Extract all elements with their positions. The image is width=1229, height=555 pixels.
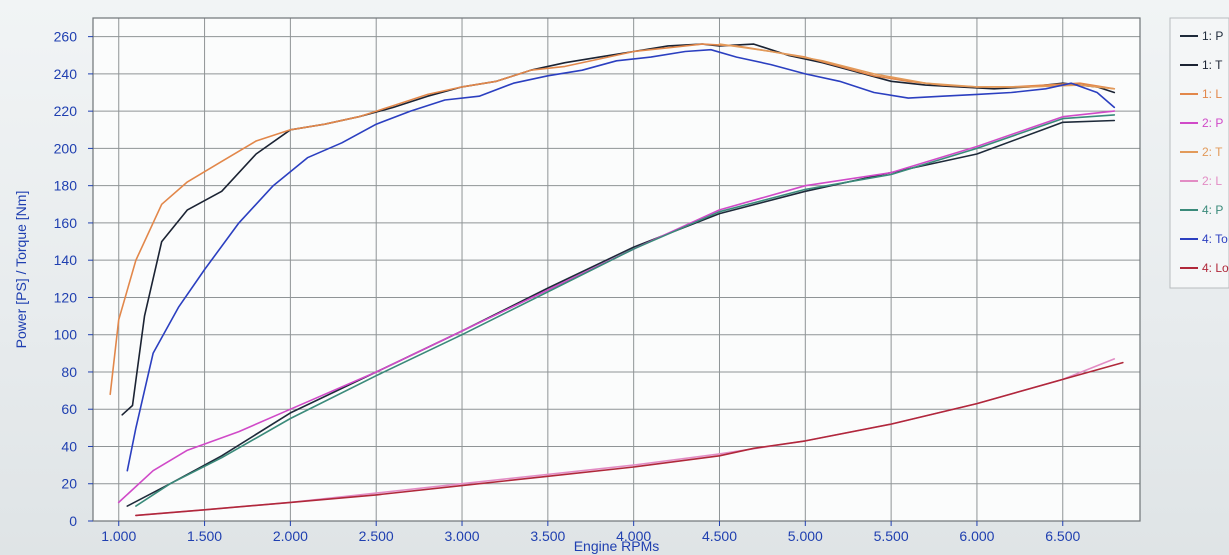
y-tick-label: 260 xyxy=(54,29,78,45)
series-line-8 xyxy=(135,361,1124,517)
legend-label: 4: P xyxy=(1202,203,1223,217)
legend-label: 1: L xyxy=(1202,87,1222,101)
legend: 1: P 1: T 1: L 2: P 2: T 2: L 4: P 4: To 4: Lo xyxy=(1180,29,1229,275)
legend-label: 2: T xyxy=(1202,145,1223,159)
x-axis-ticks: 1.000 1.500 2.000 2.500 3.000 3.500 4.000 4.500… xyxy=(101,521,1080,544)
series-line-1 xyxy=(121,43,1116,416)
y-tick-label: 100 xyxy=(54,327,78,343)
x-tick-label: 3.500 xyxy=(530,528,565,544)
y-tick-label: 80 xyxy=(61,364,77,380)
x-tick-label: 3.000 xyxy=(445,528,480,544)
y-tick-label: 240 xyxy=(54,66,78,82)
y-tick-label: 220 xyxy=(54,103,78,119)
y-tick-label: 160 xyxy=(54,215,78,231)
grid-lines xyxy=(93,18,1140,522)
legend-label: 1: T xyxy=(1202,58,1223,72)
y-tick-label: 0 xyxy=(69,513,77,529)
x-tick-label: 6.500 xyxy=(1045,528,1080,544)
x-axis-title: Engine RPMs xyxy=(574,538,660,554)
series-lines xyxy=(109,43,1124,517)
plot-area xyxy=(93,18,1140,521)
plot-frame xyxy=(92,17,1141,522)
x-tick-label: 1.000 xyxy=(101,528,136,544)
legend-label: 4: Lo xyxy=(1202,261,1229,275)
legend-label: 4: To xyxy=(1202,232,1228,246)
y-tick-label: 180 xyxy=(54,178,78,194)
legend-label: 2: L xyxy=(1202,174,1222,188)
x-tick-label: 5.000 xyxy=(788,528,823,544)
x-tick-label: 4.000 xyxy=(616,528,651,544)
legend-panel xyxy=(1169,17,1229,289)
y-tick-label: 200 xyxy=(54,140,78,156)
series-line-6 xyxy=(135,114,1116,507)
y-axis-ticks: 0 20 40 60 80 100 120 140 160 180 200 220 240 260 xyxy=(54,29,93,529)
y-tick-label: 60 xyxy=(61,401,77,417)
y-axis-title: Power [PS] / Torque [Nm] xyxy=(13,191,29,349)
legend-label: 2: P xyxy=(1202,116,1223,130)
series-line-0 xyxy=(126,119,1116,507)
y-tick-label: 40 xyxy=(61,438,77,454)
x-tick-label: 5.500 xyxy=(874,528,909,544)
y-tick-label: 20 xyxy=(61,476,77,492)
x-tick-label: 4.500 xyxy=(702,528,737,544)
x-tick-label: 2.500 xyxy=(359,528,394,544)
series-line-7 xyxy=(126,48,1116,472)
x-tick-label: 1.500 xyxy=(187,528,222,544)
x-tick-label: 6.000 xyxy=(959,528,994,544)
y-tick-label: 140 xyxy=(54,252,78,268)
legend-label: 1: P xyxy=(1202,29,1223,43)
x-tick-label: 2.000 xyxy=(273,528,308,544)
y-tick-label: 120 xyxy=(54,289,78,305)
series-line-3 xyxy=(117,110,1116,504)
